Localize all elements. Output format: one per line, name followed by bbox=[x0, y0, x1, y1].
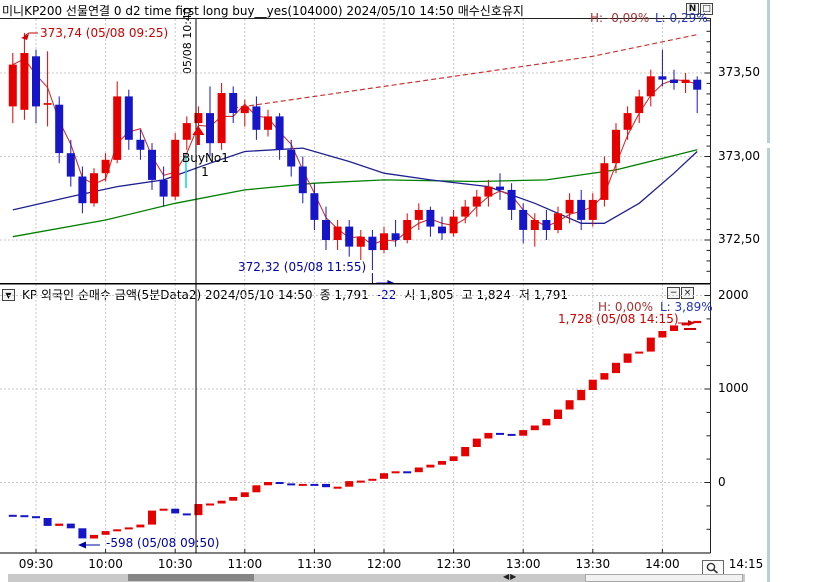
horizontal-scrollbar[interactable] bbox=[8, 574, 745, 582]
x-axis-label: 10:30 bbox=[157, 557, 193, 571]
buy-signal-count: 1 bbox=[201, 165, 209, 179]
price-panel-title: 미니KP200 선물연결 0 d2 time first long buy__y… bbox=[2, 4, 524, 18]
x-axis-label: 10:00 bbox=[88, 557, 123, 571]
netbuy-low-annotation: -598 (05/08 09:50) bbox=[106, 536, 220, 550]
ma-mid-line bbox=[12, 147, 698, 224]
maximize-button[interactable]: □ bbox=[700, 3, 713, 15]
netbuy-y-tick-label: 0 bbox=[718, 474, 726, 489]
netbuy-low-pct: L: 3,89% bbox=[660, 300, 713, 314]
price-high-annotation: 373,74 (05/08 09:25) bbox=[40, 26, 169, 40]
x-axis-label: 12:30 bbox=[436, 557, 471, 571]
x-axis-label: 11:30 bbox=[297, 557, 332, 571]
vertical-splitter-gap bbox=[767, 143, 770, 148]
vertical-splitter[interactable] bbox=[767, 0, 770, 582]
price-chart bbox=[0, 18, 711, 283]
splitter-arrows-icon[interactable]: ◀▶ bbox=[503, 572, 518, 581]
horizontal-scrollbar-shadow bbox=[128, 574, 254, 581]
netbuy-chart bbox=[0, 283, 711, 554]
x-axis-label: 14:00 bbox=[645, 557, 680, 571]
quote-field: 고 1,824 bbox=[461, 288, 511, 302]
netbuy-y-tick-label: 1000 bbox=[718, 381, 749, 395]
x-axis-label: 13:30 bbox=[575, 557, 611, 571]
ma-slow-line bbox=[12, 149, 698, 238]
x-axis-label: 11:00 bbox=[227, 557, 263, 571]
zoom-button[interactable] bbox=[702, 560, 724, 576]
x-axis-label: 13:00 bbox=[505, 557, 541, 571]
x-axis-label: 12:00 bbox=[366, 557, 402, 571]
price-y-tick-label: 372,50 bbox=[718, 232, 760, 246]
x-axis-label: 09:30 bbox=[18, 557, 54, 571]
price-low-annotation: 372,32 (05/08 11:55) bbox=[238, 260, 367, 274]
buy-signal-label: BuyNo1 bbox=[182, 151, 229, 165]
quote-field: 저 1,791 bbox=[518, 288, 569, 302]
price-low-pct: L: 0,29% bbox=[655, 11, 708, 25]
price-y-tick-label: 373,50 bbox=[718, 65, 760, 79]
trend-dashed-line bbox=[233, 34, 698, 109]
netbuy-y-tick-label: 2000 bbox=[718, 287, 749, 302]
netbuy-high-pct: H: 0,00% bbox=[598, 300, 654, 314]
netbuy-high-annotation: 1,728 (05/08 14:15) bbox=[558, 312, 679, 326]
quote-field: -22 bbox=[376, 288, 397, 302]
price-high-pct: H: -0,09% bbox=[590, 11, 650, 25]
price-y-tick-label: 373,00 bbox=[718, 148, 760, 163]
new-window-button[interactable]: N bbox=[686, 3, 699, 15]
x-axis-end-label: 14:15 bbox=[728, 557, 764, 571]
netbuy-panel-title: KP 외국인 순매수 금액(5분Data2) 2024/05/10 14:50 bbox=[22, 288, 313, 302]
horizontal-scrollbar-thumb[interactable] bbox=[585, 574, 743, 582]
